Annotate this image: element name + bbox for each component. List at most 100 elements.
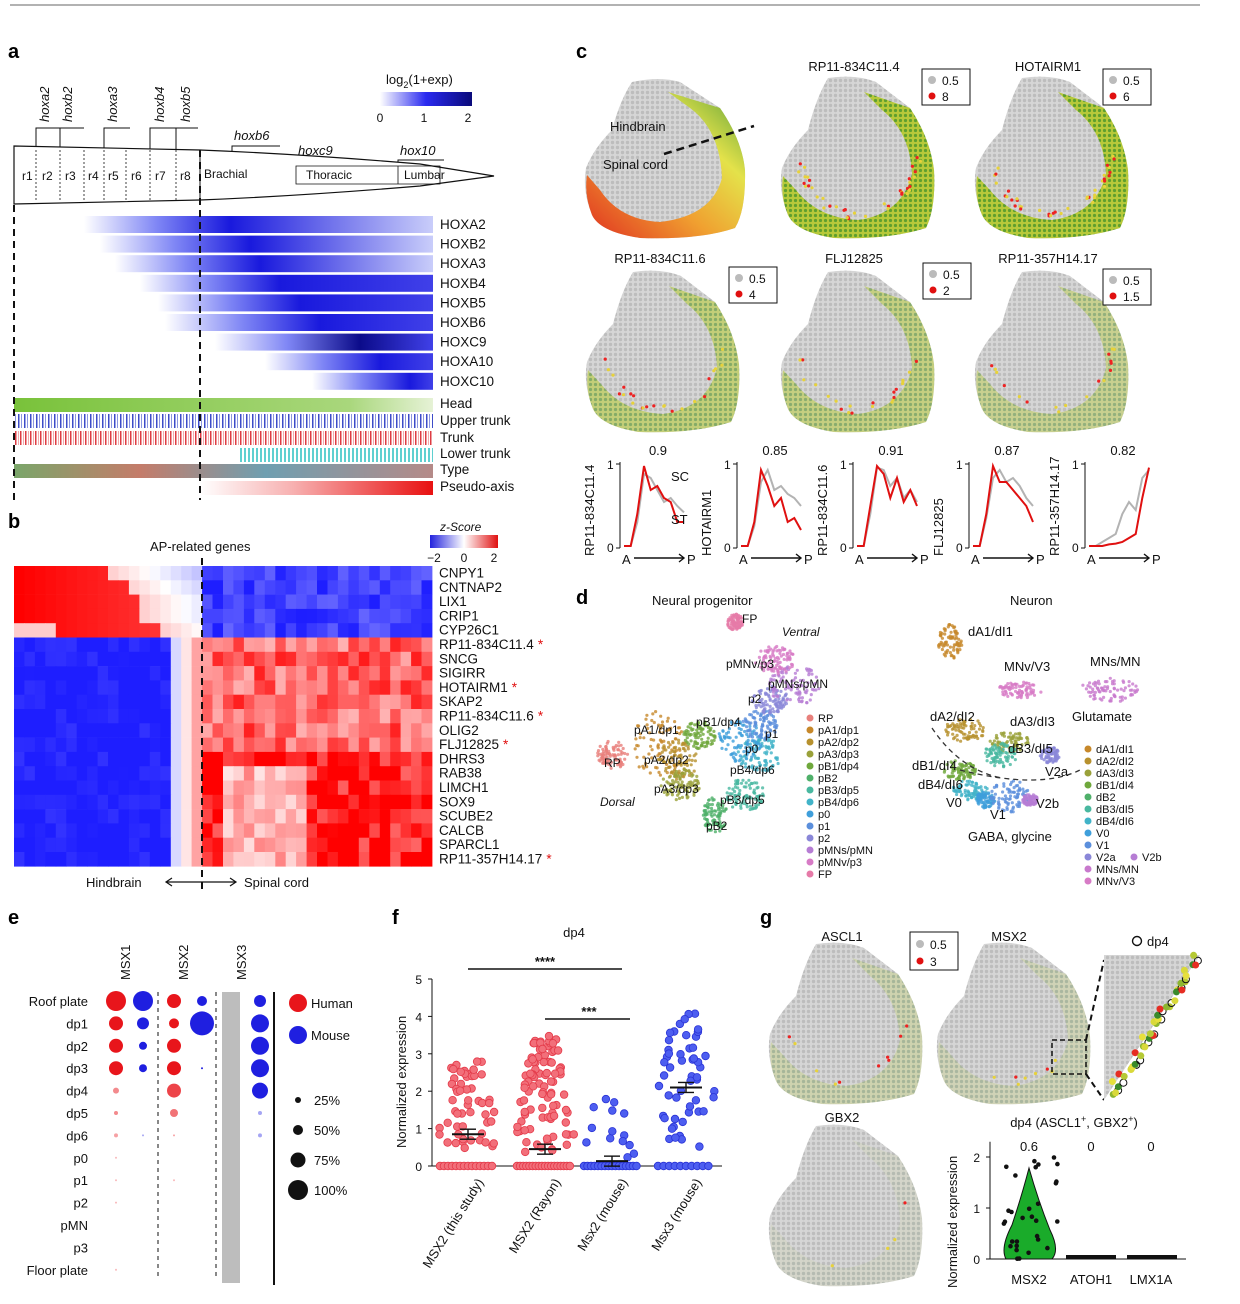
neuron-divider-1 bbox=[931, 727, 1003, 779]
curve-x-p: P bbox=[687, 552, 696, 567]
map-legend-hi: 2 bbox=[943, 284, 950, 298]
dot-floor-plate-0 bbox=[115, 1268, 117, 1271]
umap-left-label-pb3-dp5: pB3/dp5 bbox=[720, 793, 765, 807]
violin-value-msx2: 0.6 bbox=[1020, 1139, 1038, 1154]
hox-gene-hoxa2: HOXA2 bbox=[440, 217, 486, 232]
umap-left-label-p0: p0 bbox=[745, 742, 759, 756]
panel-c-label: c bbox=[576, 41, 587, 63]
schematic-hindbrain: Hindbrain bbox=[610, 119, 666, 134]
violin-plot: dp4 (ASCL1+, GBX2+) Normalized expression… bbox=[945, 1114, 1186, 1288]
curve-rp11-357h14-17: 0.82 1 0 RP11-357H14.17 A P bbox=[1047, 443, 1161, 567]
g-title-gbx2: GBX2 bbox=[825, 1110, 860, 1125]
track-trunk bbox=[14, 431, 433, 445]
umap-left-label-fp: FP bbox=[742, 612, 757, 626]
map-title-rp11-834c11-6: RP11-834C11.6 bbox=[614, 251, 705, 266]
umap-right-label-v2a: V2a bbox=[1045, 764, 1069, 779]
beeswarm-group-msx2-mouse: Msx2 (mouse) bbox=[574, 1094, 641, 1253]
legend-dot bbox=[806, 786, 814, 794]
hox-gene-labels: HOXA2 HOXB2 HOXA3 HOXB4 HOXB5 HOXB6 HOXC9 HOXA1… bbox=[440, 217, 494, 389]
panel-a: a log2(1+exp) 0 1 2 hoxa2 hoxb2 hoxa3 ho… bbox=[8, 41, 515, 500]
ap-gene-olig2: OLIG2 bbox=[439, 723, 479, 738]
curve-x-a: A bbox=[1087, 552, 1096, 567]
legend-mouse-dot bbox=[289, 1026, 307, 1044]
umap-right-legend-v0: V0 bbox=[1096, 828, 1109, 840]
hox-gene-hoxb2: HOXB2 bbox=[440, 237, 486, 252]
umap-title-progenitor: Neural progenitor bbox=[652, 593, 753, 608]
umap-left-label-dorsal: Dorsal bbox=[600, 795, 635, 809]
ap-heatmap bbox=[14, 566, 433, 867]
umap-left-label-rp: RP bbox=[604, 756, 621, 770]
umap-right-legend-v2b: V2b bbox=[1142, 852, 1162, 864]
hox-row-hoxb6 bbox=[165, 314, 433, 331]
dot-col-msx1: MSX1 bbox=[118, 945, 133, 980]
umap-right-label-da2-di2: dA2/dI2 bbox=[930, 709, 975, 724]
legend-dot bbox=[806, 774, 814, 782]
violin-ytick-0: 0 bbox=[973, 1253, 980, 1267]
curve-r-flj12825: 0.87 bbox=[994, 443, 1019, 458]
zscore-tick-neg2: −2 bbox=[427, 551, 441, 565]
umap-left-legend-pmnv-p3: pMNv/p3 bbox=[818, 857, 862, 869]
dot-roof-plate-2 bbox=[167, 994, 181, 1008]
umap-left-legend-pb4-dp6: pB4/dp6 bbox=[818, 797, 859, 809]
umap-right-label-mns-mn: MNs/MN bbox=[1090, 654, 1141, 669]
zoom-box bbox=[1051, 1039, 1087, 1075]
dot-dp6-0 bbox=[114, 1133, 118, 1138]
beeswarm-ytick-1: 1 bbox=[415, 1123, 422, 1137]
hox-gene-hoxc10: HOXC10 bbox=[440, 374, 494, 389]
umap-right-legend-mns-mn: MNs/MN bbox=[1096, 864, 1139, 876]
panel-e-label: e bbox=[8, 907, 19, 929]
dot-row-floor-plate: Floor plate bbox=[27, 1263, 88, 1278]
map-msx2 bbox=[936, 942, 1091, 1105]
track-type bbox=[14, 464, 433, 478]
dot-dp6-5 bbox=[258, 1133, 262, 1138]
curve-x-a: A bbox=[855, 552, 864, 567]
curve-ytick-0: 0 bbox=[840, 541, 847, 555]
hox-gene-hoxa3: HOXA3 bbox=[440, 256, 486, 271]
umap-right-label-da3-di3: dA3/dI3 bbox=[1010, 714, 1055, 729]
expression-colorbar bbox=[380, 92, 472, 106]
hox-row-hoxa3 bbox=[115, 255, 433, 273]
map-legend-hi: 1.5 bbox=[1123, 290, 1140, 304]
ap-gene-limch1: LIMCH1 bbox=[439, 780, 489, 795]
curve-st-line bbox=[857, 463, 918, 547]
expression-tick-2: 2 bbox=[465, 111, 472, 125]
hox-row-hoxa2 bbox=[84, 216, 433, 233]
g-legend-red bbox=[916, 957, 924, 965]
dot-col-msx2: MSX2 bbox=[176, 945, 191, 980]
umap-left-label-pb1-dp4: pB1/dp4 bbox=[696, 715, 741, 729]
umap-right-legend-da1-di1: dA1/dI1 bbox=[1096, 744, 1134, 756]
violin-xlabel-atoh1: ATOH1 bbox=[1070, 1272, 1112, 1287]
dot-dp3-1 bbox=[139, 1064, 147, 1073]
legend-human: Human bbox=[311, 996, 353, 1011]
zscore-colorbar bbox=[430, 535, 498, 548]
legend-dot bbox=[1084, 877, 1092, 885]
umap-left-legend-pmns-pmn: pMNs/pMN bbox=[818, 845, 873, 857]
legend-mouse: Mouse bbox=[311, 1028, 350, 1043]
spatial-map-flj12825 bbox=[780, 270, 935, 433]
track-upper-trunk bbox=[14, 414, 433, 428]
umap-left-legend-p1: p1 bbox=[818, 821, 830, 833]
map-title-rp11-357h14-17: RP11-357H14.17 bbox=[998, 251, 1098, 266]
curve-r-hotairm1: 0.85 bbox=[762, 443, 787, 458]
curve-r-rp11-834c11-4: 0.9 bbox=[649, 443, 667, 458]
umap-left-legend-pb2: pB2 bbox=[818, 773, 838, 785]
spatial-map-rp11-834c11-6 bbox=[585, 270, 740, 433]
dot-row-dp3: dp3 bbox=[66, 1061, 88, 1076]
hox-row-hoxb5 bbox=[158, 294, 433, 312]
legend-dot-red bbox=[1109, 292, 1117, 300]
legend-dot bbox=[1084, 853, 1092, 861]
curve-ytick-0: 0 bbox=[607, 541, 614, 555]
legend-dot-grey bbox=[1109, 76, 1117, 84]
legend-dot bbox=[806, 714, 814, 722]
legend-pct-2: 75% bbox=[314, 1153, 340, 1168]
ap-gene-cyp26c1: CYP26C1 bbox=[439, 623, 499, 638]
dot-p1-0 bbox=[115, 1179, 117, 1182]
axis-hindbrain: Hindbrain bbox=[86, 875, 142, 890]
umap-right-label-db3-di5: dB3/dI5 bbox=[1008, 741, 1053, 756]
rhombomere-r3: r3 bbox=[65, 169, 76, 183]
curve-sc-label: SC bbox=[671, 469, 689, 484]
hox-row-hoxc9 bbox=[215, 333, 433, 351]
beeswarm-ytick-0: 0 bbox=[415, 1160, 422, 1174]
dot-dp1-2 bbox=[169, 1018, 179, 1029]
